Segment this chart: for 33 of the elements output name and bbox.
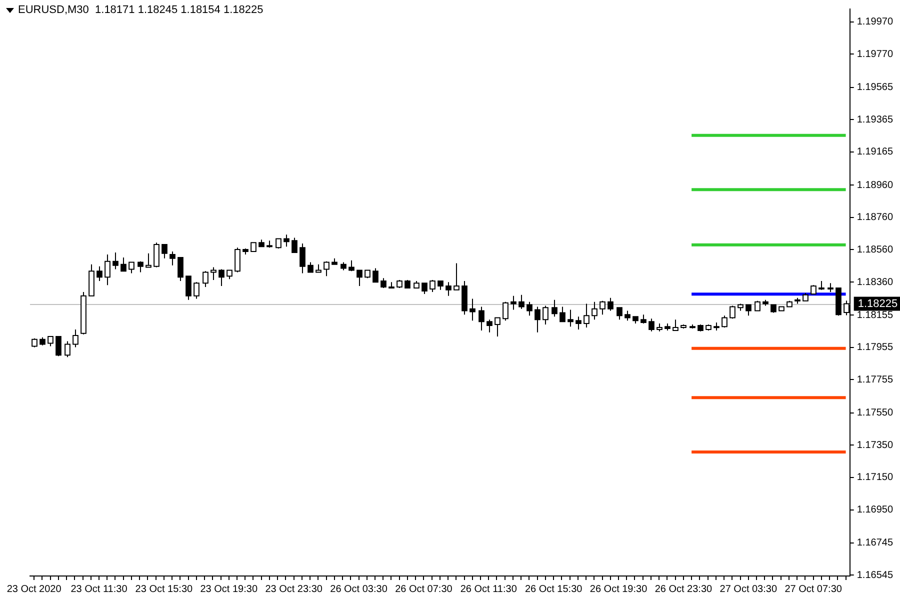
y-tick-label: 1.17755	[856, 374, 894, 386]
x-tick-label: 26 Oct 23:30	[654, 584, 713, 595]
x-tick-label: 26 Oct 03:30	[330, 584, 388, 595]
x-tick-label: 27 Oct 03:30	[720, 584, 778, 595]
y-tick-label: 1.16745	[856, 538, 894, 549]
y-tick-label: 1.18760	[856, 212, 894, 224]
y-tick-label: 1.19565	[856, 82, 894, 94]
y-tick-label: 1.18560	[856, 244, 894, 256]
y-tick-label: 1.19365	[856, 114, 894, 126]
y-tick-label: 1.19165	[856, 146, 894, 158]
y-tick-label: 1.19770	[856, 48, 894, 60]
x-tick-label: 26 Oct 19:30	[590, 584, 648, 595]
x-tick-label: 23 Oct 15:30	[135, 584, 194, 595]
y-tick-label: 1.17550	[856, 408, 894, 419]
x-tick-label: 26 Oct 15:30	[524, 584, 583, 595]
y-tick-label: 1.16950	[856, 504, 894, 516]
x-tick-label: 23 Oct 19:30	[200, 584, 258, 595]
x-tick-label: 26 Oct 07:30	[395, 584, 453, 595]
x-tick-label: 26 Oct 11:30	[460, 584, 518, 595]
y-tick-label: 1.18960	[856, 180, 894, 191]
ref-line-label: 1.18225	[858, 298, 898, 310]
chart-title: EURUSD,M30 1.18171 1.18245 1.18154 1.18225	[18, 4, 264, 16]
y-tick-label: 1.18155	[856, 310, 894, 321]
y-tick-label: 1.17350	[856, 440, 894, 451]
x-tick-label: 23 Oct 11:30	[70, 584, 128, 595]
y-tick-label: 1.16545	[856, 570, 894, 581]
x-tick-label: 23 Oct 23:30	[265, 584, 323, 595]
x-tick-label: 27 Oct 07:30	[784, 584, 842, 595]
y-tick-label: 1.19970	[856, 16, 894, 28]
y-tick-label: 1.17150	[856, 472, 894, 484]
x-tick-label: 23 Oct 2020	[6, 584, 62, 595]
y-tick-label: 1.17955	[856, 342, 894, 354]
y-tick-label: 1.18360	[856, 276, 894, 288]
